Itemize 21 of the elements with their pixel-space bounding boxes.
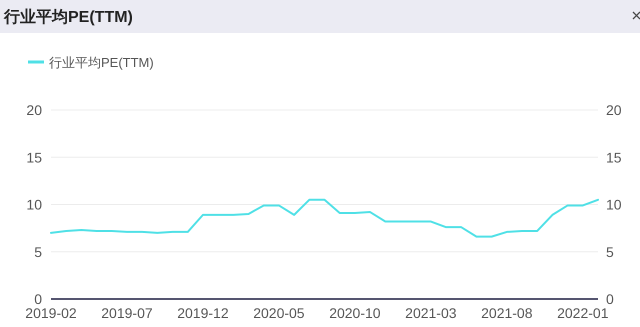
legend-label: 行业平均PE(TTM)	[49, 55, 154, 70]
x-tick-label: 2022-01	[557, 305, 609, 321]
y2-tick-label: 15	[606, 149, 622, 166]
y2-tick-label: 5	[606, 244, 614, 260]
line-series	[50, 198, 599, 238]
x-tick-label: 2019-12	[177, 305, 229, 321]
y-tick-label: 20	[26, 102, 42, 118]
y2-tick-label: 20	[606, 102, 622, 118]
y2-tick-label: 0	[606, 291, 614, 307]
x-tick-label: 2020-10	[329, 305, 381, 321]
x-tick-label: 2019-07	[101, 305, 153, 321]
x-tick-label: 2021-03	[405, 305, 457, 321]
x-tick-label: 2019-02	[25, 305, 77, 321]
y-tick-label: 15	[26, 149, 42, 166]
y2-tick-label: 10	[606, 196, 622, 212]
x-tick-label: 2021-08	[481, 305, 533, 321]
y-tick-label: 10	[26, 196, 42, 212]
y-tick-label: 5	[34, 244, 42, 260]
x-tick-label: 2020-05	[253, 305, 305, 321]
chart-title: 行业平均PE(TTM)	[3, 8, 133, 26]
y-tick-label: 0	[34, 291, 42, 307]
